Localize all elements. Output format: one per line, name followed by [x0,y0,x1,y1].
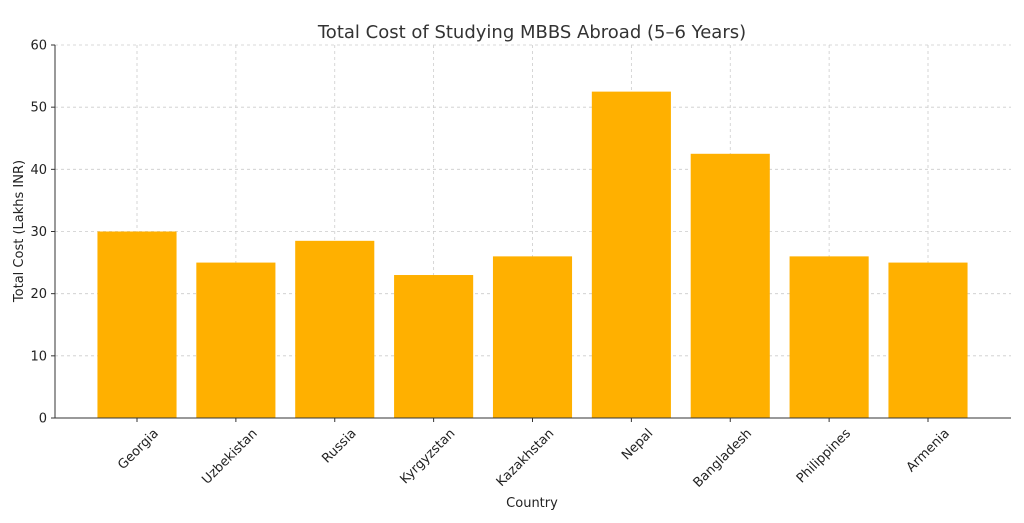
x-tick-label: Uzbekistan [199,426,260,487]
y-tick-label: 50 [30,101,47,116]
chart-title: Total Cost of Studying MBBS Abroad (5–6 … [317,22,746,43]
x-tick-label: Georgia [115,426,162,473]
bar-russia [295,240,375,418]
x-tick-label: Philippines [794,426,854,486]
x-tick-label: Kazakhstan [494,426,558,490]
y-ticks: 0 10 20 30 40 50 60 [30,39,55,427]
bar-philippines [789,256,869,418]
bar-bangladesh [690,153,770,418]
y-tick-label: 0 [39,412,47,427]
bars [97,91,968,418]
y-tick-label: 10 [30,349,47,364]
y-tick-label: 60 [30,39,47,54]
x-tick-label: Nepal [619,426,656,463]
x-tick-label: Kyrgyzstan [397,426,458,487]
bar-kazakhstan [492,256,573,418]
x-tick-label: Bangladesh [691,426,756,491]
bar-nepal [591,91,671,418]
x-axis-label: Country [506,496,558,511]
x-ticks: Georgia Uzbekistan Russia Kyrgyzstan Kazakhs… [115,418,953,491]
bar-armenia [888,262,968,418]
y-tick-label: 30 [30,225,47,240]
x-tick-label: Russia [319,426,359,466]
bar-uzbekistan [196,262,276,418]
y-axis-label: Total Cost (Lakhs INR) [12,160,27,303]
y-tick-label: 40 [30,163,47,178]
x-tick-label: Armenia [904,426,953,475]
y-tick-label: 20 [30,287,47,302]
bar-kyrgyzstan [394,275,474,418]
bar-georgia [97,231,177,418]
